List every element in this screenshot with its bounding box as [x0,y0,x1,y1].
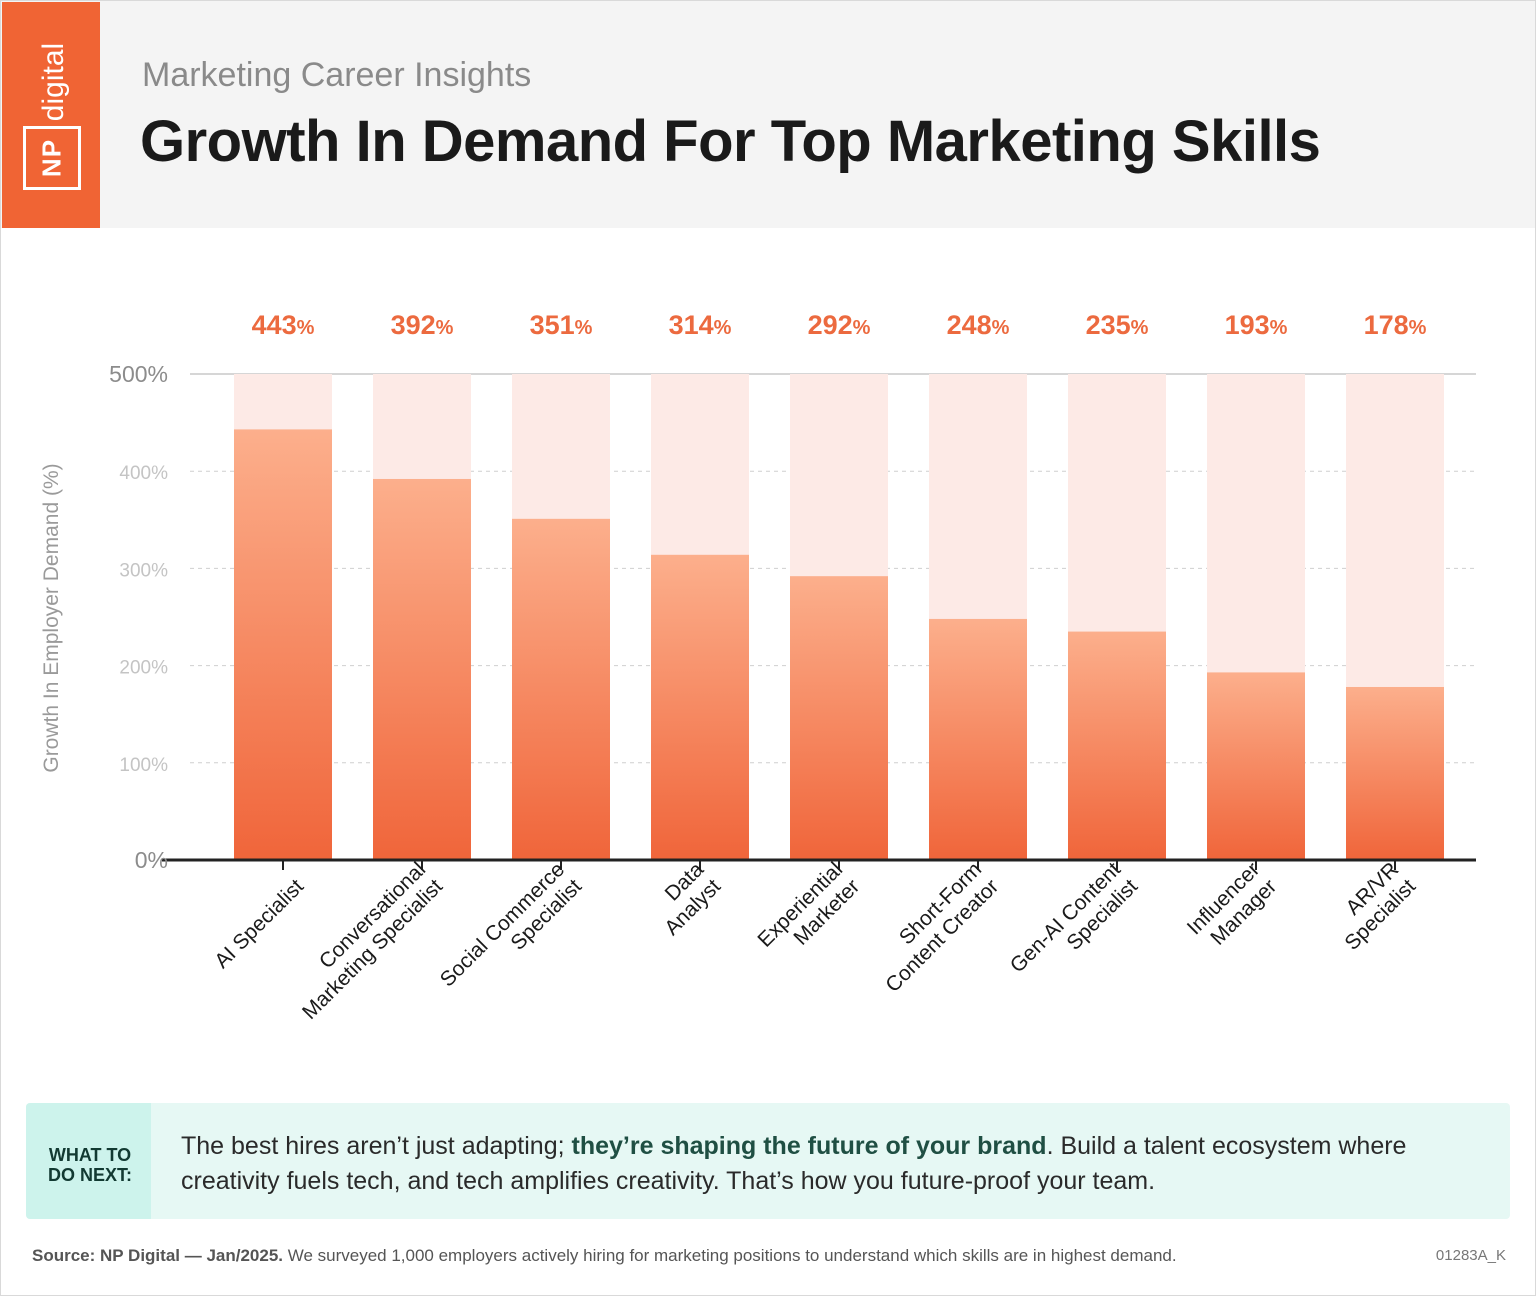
page-subtitle: Marketing Career Insights [142,56,532,94]
callout-text-after: . Build a talent ecosystem where creativ… [181,1132,1407,1195]
y-tick-label: 500% [109,361,168,387]
bar [929,618,1027,860]
bar-value-label: 193% [1225,310,1288,340]
bar [651,554,749,860]
bar-chart: 0%100%200%300%400%500%443%AI Specialist3… [40,310,1476,1024]
tag-line-1: WHAT TO [48,1145,132,1165]
bar [234,429,332,860]
bar-value-label: 178% [1364,310,1427,340]
y-axis-title: Growth In Employer Demand (%) [40,463,63,772]
callout-tag: WHAT TO DO NEXT: [26,1103,151,1219]
graphic-code: 01283A_K [1435,1247,1506,1264]
source-note: Source: NP Digital — Jan/2025. We survey… [32,1246,1177,1266]
bar-value-label: 235% [1086,310,1149,340]
logo-box [23,126,81,190]
callout-tag-text: WHAT TO DO NEXT: [40,1145,140,1185]
callout-text-before: The best hires aren’t just adapting; [181,1132,572,1160]
bar-value-label: 292% [808,310,871,340]
source-bold: Source: NP Digital — Jan/2025. [32,1246,283,1265]
y-tick-label: 0% [135,847,168,873]
bar [790,576,888,860]
bar-value-label: 314% [669,310,732,340]
bar-value-label: 351% [530,310,593,340]
bar [1207,672,1305,860]
bar-value-label: 443% [252,310,315,340]
bar [1346,686,1444,860]
what-to-do-next-callout: WHAT TO DO NEXT: The best hires aren’t j… [26,1103,1510,1219]
callout-text: The best hires aren’t just adapting; the… [181,1129,1481,1199]
y-tick-label: 300% [119,560,168,581]
tag-line-2: DO NEXT: [47,1165,132,1185]
y-tick-label: 100% [119,755,168,776]
bar [512,518,610,860]
y-tick-label: 200% [119,658,168,679]
bar [1068,631,1166,860]
bar [373,478,471,860]
np-digital-logo: NP digital [2,2,100,228]
bar-value-label: 248% [947,310,1010,340]
page-title: Growth In Demand For Top Marketing Skill… [140,109,1321,174]
y-tick-label: 400% [119,463,168,484]
callout-text-bold: they’re shaping the future of your brand [571,1132,1047,1160]
header: NP digital Marketing Career Insights Gro… [0,0,1536,228]
bar-value-label: 392% [391,310,454,340]
source-text: We surveyed 1,000 employers actively hir… [283,1246,1177,1265]
